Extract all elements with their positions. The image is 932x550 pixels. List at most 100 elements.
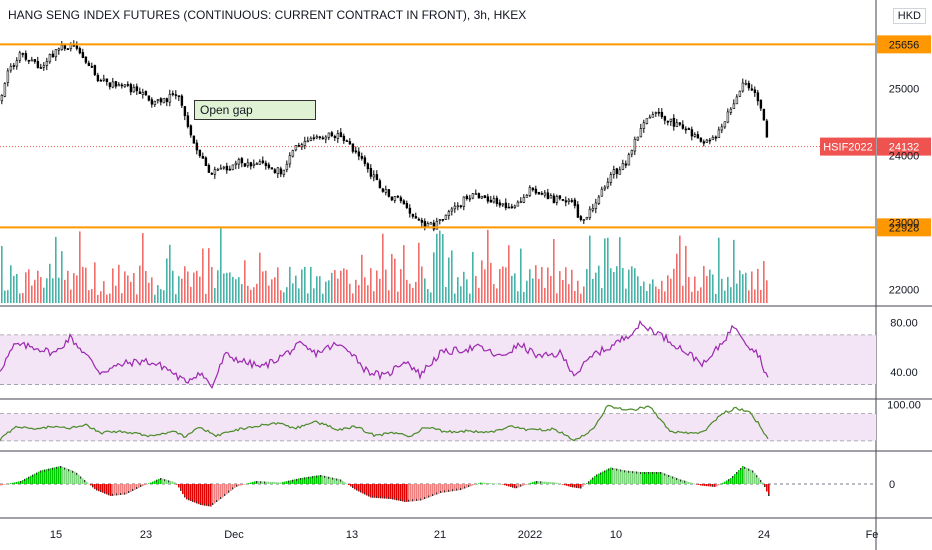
volume-bar — [679, 235, 681, 303]
oscillator-bar — [396, 484, 398, 501]
candle-body — [579, 216, 583, 220]
candle-body — [660, 111, 664, 118]
oscillator-bar — [240, 484, 242, 486]
oscillator-bar — [444, 484, 446, 493]
symbol-badge — [820, 137, 876, 156]
currency-label[interactable]: HKD — [892, 8, 926, 24]
candle-body — [51, 53, 55, 58]
oscillator-bar — [308, 476, 310, 484]
time-axis[interactable]: 15 23 Dec 13 21 2022 10 24 Fe — [50, 529, 879, 541]
oscillator-bar — [326, 476, 328, 484]
oscillator-bar-cap — [632, 471, 634, 474]
volume-bar — [763, 261, 765, 303]
oscillator-bar — [400, 484, 402, 501]
volume-bar — [193, 272, 195, 303]
volume-bar — [217, 270, 219, 303]
candle-body — [402, 200, 406, 205]
volume-bar — [583, 286, 585, 303]
volume-bar — [280, 290, 282, 303]
oscillator-bar — [46, 469, 48, 484]
volume-bar — [163, 290, 165, 303]
candle-body — [528, 187, 532, 196]
volume-bar — [79, 231, 81, 303]
oscillator-bar-cap — [108, 493, 110, 496]
oscillator-bar — [114, 484, 116, 496]
oscillator-bar — [204, 484, 206, 506]
volume-bar — [313, 288, 315, 303]
oscillator-bar — [102, 484, 104, 493]
volume-bar — [142, 233, 144, 303]
oscillator-bar-cap — [364, 492, 366, 495]
oscillator-bar — [718, 484, 720, 486]
volume-bar — [406, 279, 408, 303]
oscillator-bar-cap — [128, 491, 130, 493]
oscillator-bar-cap — [184, 495, 186, 498]
oscillator-bar — [130, 484, 132, 492]
volume-bar — [586, 269, 588, 303]
oscillator-bar — [620, 469, 622, 484]
volume-bar — [703, 265, 705, 303]
oscillator-bar-cap — [712, 484, 714, 487]
oscillator-bar — [152, 481, 154, 484]
oscillator-bar — [408, 484, 410, 502]
oscillator-bar — [364, 484, 366, 495]
oscillator-bar — [276, 482, 278, 484]
oscillator-bar — [604, 470, 606, 484]
candle-body — [6, 70, 10, 83]
volume-bar — [397, 291, 399, 303]
oscillator-bar — [384, 484, 386, 499]
oscillator-bar — [740, 468, 742, 484]
oscillator-bar — [62, 466, 64, 484]
oscillator-bar — [696, 484, 698, 485]
oscillator-bar — [22, 479, 24, 484]
volume-bar — [400, 269, 402, 303]
level-badge-label: 22928 — [889, 222, 920, 234]
oscillator-bar — [516, 484, 518, 489]
volume-bar — [316, 276, 318, 303]
candle-body — [384, 189, 388, 193]
oscillator-bar — [52, 467, 54, 484]
oscillator-bar — [76, 472, 78, 484]
volume-bar — [544, 287, 546, 303]
candle-body — [432, 222, 436, 230]
oscillator-bar-cap — [316, 475, 318, 478]
oscillator-bar-cap — [96, 488, 98, 491]
oscillator-bar — [96, 484, 98, 491]
oscillator-bar-cap — [180, 488, 182, 491]
candle-body — [747, 83, 751, 89]
candle-body — [120, 84, 124, 87]
candle-body — [321, 137, 325, 140]
candle-body — [183, 106, 187, 116]
price-axis[interactable]: 25656 22928 HSIF2022 24132 25000 24000 23000 22… — [820, 35, 931, 491]
volume-bar — [7, 290, 9, 303]
oscillator-bar-cap — [648, 472, 650, 474]
volume-bar — [202, 248, 204, 303]
candle-body — [411, 214, 415, 217]
oscillator-bar — [4, 484, 6, 485]
candle-body — [48, 54, 52, 63]
oscillator-bar — [126, 484, 128, 494]
volume-bar — [745, 272, 747, 303]
open-gap-annotation[interactable]: Open gap — [194, 100, 316, 120]
oscillator-bar — [118, 484, 120, 496]
volume-bar — [70, 289, 72, 303]
oscillator-bar — [54, 467, 56, 484]
oscillator-bar — [78, 474, 80, 484]
oscillator-bar — [672, 476, 674, 484]
oscillator-bar — [638, 471, 640, 484]
oscillator-bar-cap — [132, 489, 134, 491]
volume-bar — [40, 277, 42, 303]
candle-body — [75, 45, 79, 49]
candle-body — [114, 81, 118, 87]
candle-body — [732, 103, 736, 109]
candle-body — [219, 167, 223, 170]
oscillator-bar-cap — [588, 481, 590, 484]
volume-bar — [205, 293, 207, 303]
oscillator-bar — [528, 483, 530, 485]
oscillator-bar — [186, 484, 188, 500]
volume-bar — [25, 272, 27, 303]
oscillator-bar — [394, 484, 396, 500]
volume-bar — [328, 280, 330, 303]
oscillator-bar — [466, 484, 468, 488]
